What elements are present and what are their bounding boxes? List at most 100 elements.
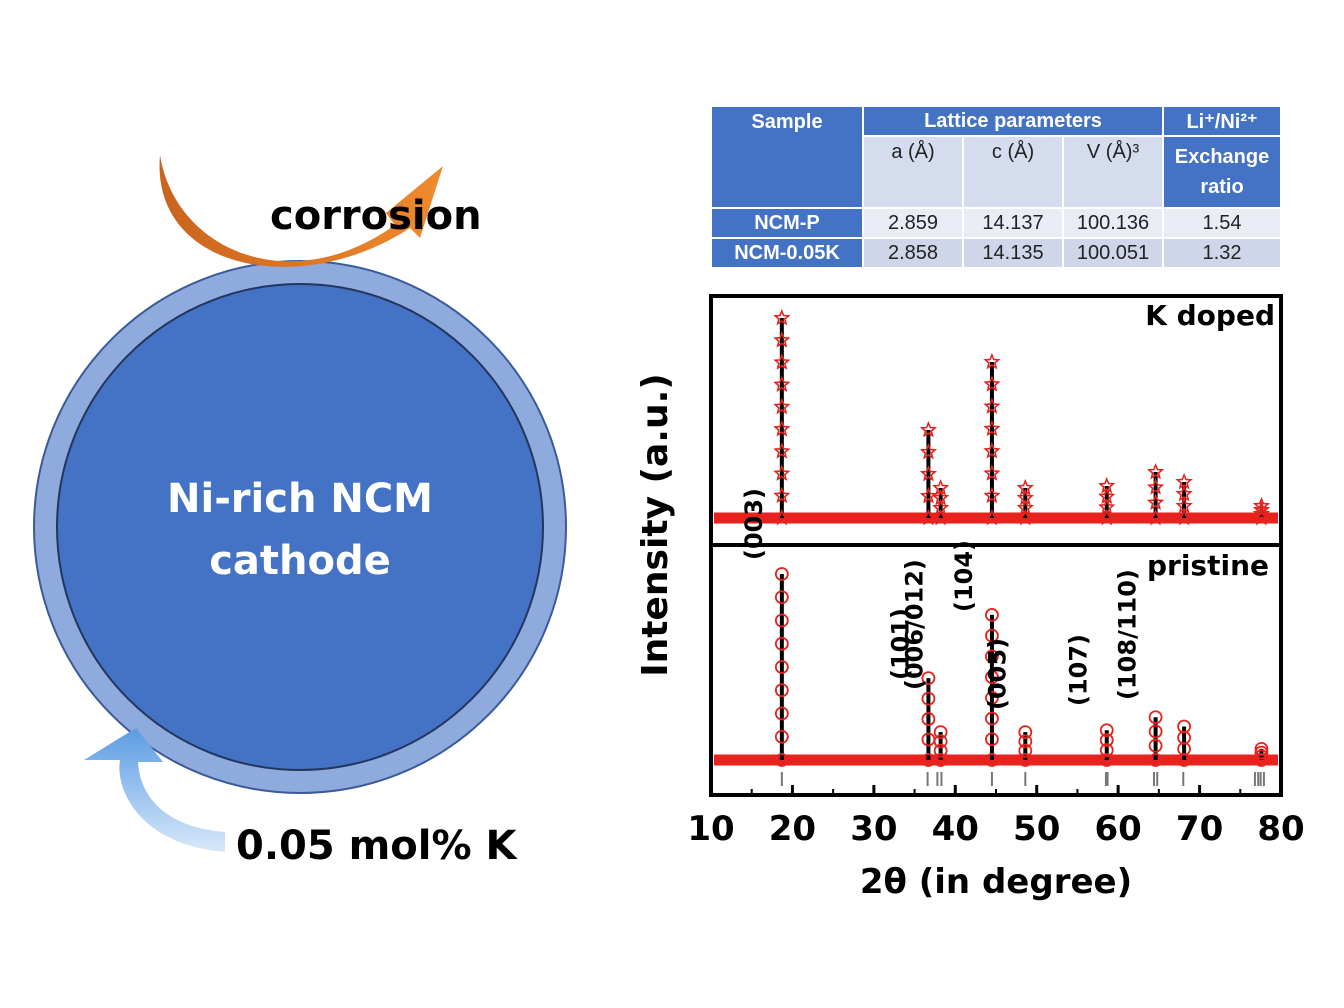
peak-marker [774,567,789,581]
peak-marker [773,397,791,415]
dopant-label: 0.05 mol% K [236,823,517,869]
row-sample: NCM-0.05K [710,237,864,269]
peak-marker [773,331,791,348]
x-tick-label: 50 [1013,809,1060,849]
row-a: 2.859 [862,207,964,239]
x-tick-label: 10 [687,809,734,849]
peak-marker [1175,484,1193,502]
core-label-line1: Ni-rich NCM [167,476,433,522]
peak-marker [983,464,1001,481]
peak-marker [774,753,789,767]
peak-marker [773,486,791,504]
row-a: 2.858 [862,237,964,269]
table-row: NCM-0.05K 2.858 14.135 100.051 1.32 [710,237,1282,269]
peak-marker [1018,753,1033,767]
peak-marker [1018,725,1033,739]
x-tick-label: 20 [769,809,816,849]
peak-marker [1254,745,1269,760]
peak-marker [932,508,950,526]
peak-marker [985,753,999,767]
peak-marker [1146,493,1165,510]
peak-marker [1148,738,1163,753]
peak-marker [933,743,948,758]
peak [1099,723,1114,767]
peak-marker [983,375,1001,392]
peak [774,567,789,767]
peak [1148,710,1163,767]
peak-marker [774,636,789,651]
x-tick-label: 30 [850,809,897,849]
peak-marker [1252,508,1271,526]
peak-marker [919,464,938,482]
peak [985,608,999,767]
peak-marker [985,670,999,684]
subheader-a: a (Å) [862,135,964,209]
peak [919,420,938,526]
peak-marker [1098,487,1116,504]
peak [1016,478,1035,526]
peak-marker [773,508,791,526]
peak-marker [1098,476,1116,494]
peak-marker [1175,472,1193,490]
peak [1177,719,1191,767]
peak-marker [983,352,1001,370]
cathode-core [56,283,544,771]
row-c: 14.137 [962,207,1064,239]
peak-marker [1146,508,1165,526]
row-v: 100.136 [1062,207,1164,239]
peak-marker [1098,508,1116,526]
row-sample: NCM-P [710,207,864,239]
peak-marker [1146,478,1165,495]
peak-marker [773,464,791,481]
table-row: NCM-P 2.859 14.137 100.136 1.54 [710,207,1282,239]
peak-marker [932,488,950,506]
peak-marker [1099,723,1114,738]
peak-marker [774,729,789,744]
peak-marker [985,690,999,705]
peak [1175,472,1193,526]
peak-marker [1175,496,1193,514]
peak-annotation: (101) [886,608,914,680]
header-exchange-bottom: Exchange ratio [1162,135,1282,209]
peak-marker [933,753,948,767]
x-axis-label: 2θ (in degree) [860,862,1132,902]
peak-marker [773,419,791,437]
peak-marker [985,649,999,664]
peak-marker [985,628,999,643]
peak-marker [985,608,999,622]
peak-marker [1099,753,1114,767]
peak-marker [774,660,789,674]
peak-marker [933,734,948,749]
x-tick-label: 80 [1257,809,1304,849]
peak-marker [933,725,948,739]
peak-annotation: (005) [983,638,1011,710]
peak-marker [773,353,791,370]
peak-marker [774,706,789,721]
peak-marker [1254,749,1269,764]
peak-marker [983,508,1001,526]
peak-marker [983,397,1001,414]
x-tick-label: 40 [932,809,979,849]
peak-marker [1016,488,1035,506]
y-axis-label: Intensity (a.u.) [635,373,676,676]
peak-marker [985,711,999,726]
peak [1018,725,1033,767]
schematic [33,155,567,852]
peak-marker [1175,508,1193,526]
peak-marker [1252,496,1271,514]
subheader-c: c (Å) [962,135,1064,209]
header-exchange-top: Li⁺/Ni²⁺ [1162,105,1282,137]
series-k-doped [714,308,1278,526]
peak-marker [1016,498,1035,516]
peak-annotation: (107) [1065,634,1093,706]
header-lattice: Lattice parameters [862,105,1164,137]
peak-marker [983,486,1001,504]
panel-label-pristine: pristine [1147,549,1269,582]
peak [1146,462,1165,526]
peak-marker [774,683,789,698]
peak-marker [1018,743,1033,758]
peak-marker [1016,478,1035,496]
header-sample: Sample [710,105,864,209]
row-v: 100.051 [1062,237,1164,269]
panel-label-k-doped: K doped [1145,299,1275,332]
